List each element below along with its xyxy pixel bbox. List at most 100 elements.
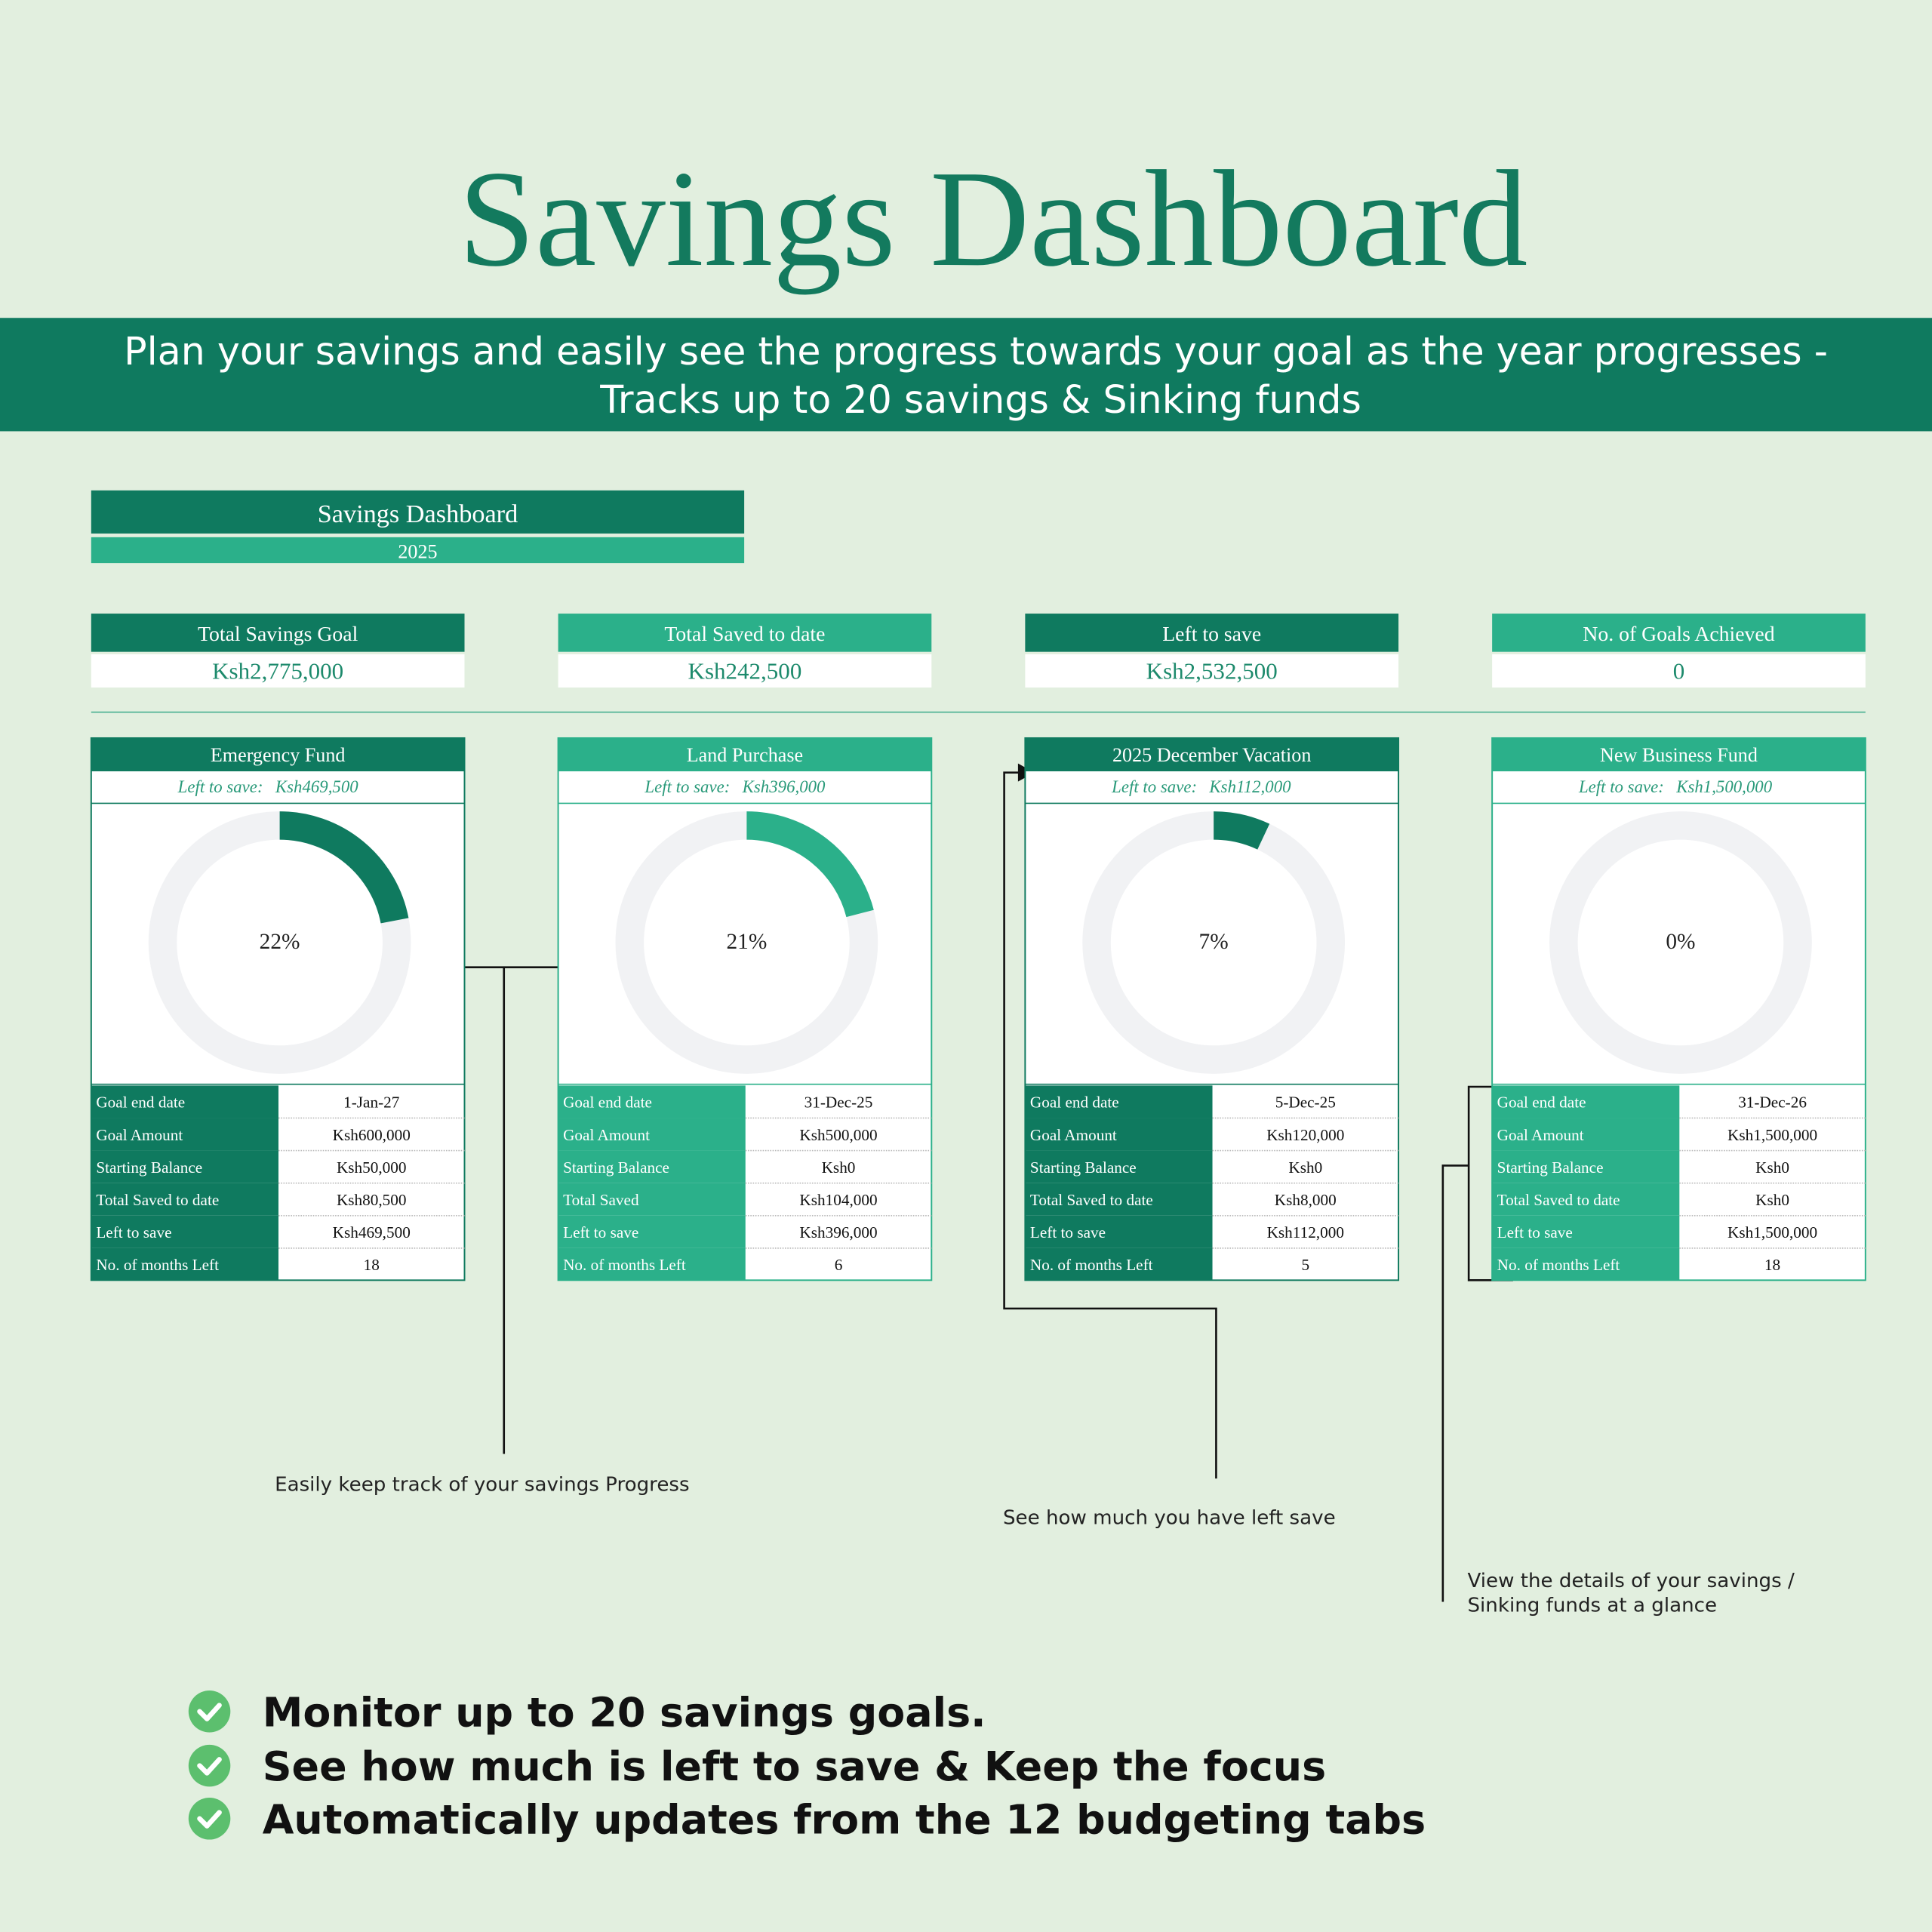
donut-arc bbox=[746, 811, 874, 918]
row-label-cell bbox=[1025, 1150, 1213, 1183]
row-value: Ksh500,000 bbox=[799, 1126, 877, 1144]
dashboard-title: Savings Dashboard bbox=[318, 500, 518, 528]
row-value: Ksh104,000 bbox=[799, 1191, 877, 1209]
row-label: Goal end date bbox=[1497, 1094, 1586, 1112]
row-label: Left to save bbox=[1497, 1223, 1573, 1241]
row-label: Left to save bbox=[563, 1223, 638, 1241]
row-label: Goal end date bbox=[96, 1094, 185, 1112]
row-label: Starting Balance bbox=[1497, 1158, 1604, 1177]
goal-name: Emergency Fund bbox=[211, 744, 346, 766]
check-icon bbox=[188, 1744, 231, 1787]
kpi-value: Ksh2,775,000 bbox=[212, 658, 343, 685]
kpi-label: Left to save bbox=[1162, 623, 1261, 646]
kpi-label: Total Saved to date bbox=[664, 623, 825, 646]
dashboard-header bbox=[91, 490, 745, 534]
left-value: Ksh1,500,000 bbox=[1675, 777, 1773, 796]
row-label: Left to save bbox=[96, 1223, 171, 1241]
annotation: Easily keep track of your savings Progre… bbox=[275, 1474, 690, 1497]
left-label: Left to save: bbox=[644, 777, 730, 796]
row-value: Ksh600,000 bbox=[333, 1126, 411, 1144]
check-mark bbox=[197, 1810, 222, 1829]
kpi-label: No. of Goals Achieved bbox=[1583, 623, 1774, 646]
row-label-cell bbox=[91, 1085, 278, 1118]
donut-arc bbox=[279, 811, 409, 924]
row-label: No. of months Left bbox=[1497, 1256, 1620, 1274]
row-label-cell bbox=[1492, 1215, 1680, 1248]
banner bbox=[0, 318, 1932, 432]
row-value: Ksh8,000 bbox=[1275, 1191, 1337, 1209]
kpi-label: Total Savings Goal bbox=[198, 623, 358, 646]
goal-header bbox=[558, 737, 932, 772]
page-title: Savings Dashboard bbox=[458, 142, 1527, 295]
connector bbox=[1003, 771, 1217, 1479]
row-label: Goal Amount bbox=[96, 1126, 183, 1144]
row-label-cell bbox=[1025, 1118, 1213, 1151]
progress-label: 0% bbox=[1666, 930, 1695, 954]
goal-header bbox=[1025, 737, 1399, 772]
row-label-cell bbox=[91, 1247, 278, 1281]
left-label: Left to save: bbox=[177, 777, 263, 796]
goal-name: 2025 December Vacation bbox=[1112, 744, 1311, 766]
row-value: Ksh1,500,000 bbox=[1727, 1126, 1817, 1144]
left-label: Left to save: bbox=[1111, 777, 1197, 796]
row-label-cell bbox=[558, 1183, 746, 1216]
row-label-cell bbox=[91, 1150, 278, 1183]
banner-line: Tracks up to 20 savings & Sinking funds bbox=[599, 377, 1361, 422]
goal-name: Land Purchase bbox=[687, 744, 803, 766]
row-label: Goal Amount bbox=[1030, 1126, 1117, 1144]
progress-label: 22% bbox=[260, 930, 300, 954]
row-value: Ksh0 bbox=[822, 1158, 856, 1177]
year-bar bbox=[91, 537, 745, 564]
row-label: Goal Amount bbox=[1497, 1126, 1584, 1144]
row-label-cell bbox=[1025, 1247, 1213, 1281]
left-value: Ksh469,500 bbox=[275, 777, 358, 796]
goal-header bbox=[91, 737, 465, 772]
row-value: Ksh80,500 bbox=[337, 1191, 407, 1209]
row-label: No. of months Left bbox=[1030, 1256, 1153, 1274]
connector bbox=[1467, 1085, 1513, 1281]
kpi-value-box bbox=[558, 654, 932, 688]
check-icon bbox=[188, 1798, 231, 1840]
row-value: Ksh0 bbox=[1755, 1158, 1789, 1177]
kpi-header bbox=[91, 614, 465, 652]
annotation: See how much you have left save bbox=[1003, 1507, 1336, 1530]
kpi-value-box bbox=[91, 654, 465, 688]
row-label-cell bbox=[558, 1085, 746, 1118]
row-value: 18 bbox=[364, 1256, 380, 1274]
row-value: 5 bbox=[1301, 1256, 1309, 1274]
row-value: Ksh0 bbox=[1755, 1191, 1789, 1209]
kpi-header bbox=[1492, 614, 1866, 652]
row-label: No. of months Left bbox=[96, 1256, 219, 1274]
annotation: View the details of your savings / bbox=[1467, 1570, 1794, 1592]
row-label: Total Saved bbox=[563, 1191, 639, 1209]
row-label-cell bbox=[558, 1150, 746, 1183]
row-label-cell bbox=[1025, 1085, 1213, 1118]
row-value: 1-Jan-27 bbox=[343, 1094, 399, 1112]
check-icon bbox=[188, 1690, 231, 1733]
goal-header bbox=[1492, 737, 1866, 772]
donut-track bbox=[1549, 811, 1812, 1074]
kpi-header bbox=[1025, 614, 1399, 652]
check-mark bbox=[197, 1757, 222, 1776]
kpi-value: Ksh242,500 bbox=[688, 658, 802, 685]
row-label: Left to save bbox=[1030, 1223, 1106, 1241]
row-value: 31-Dec-25 bbox=[804, 1094, 873, 1112]
row-value: 31-Dec-26 bbox=[1738, 1094, 1807, 1112]
row-value: Ksh112,000 bbox=[1267, 1223, 1344, 1241]
row-label: Starting Balance bbox=[96, 1158, 202, 1177]
row-label-cell bbox=[558, 1118, 746, 1151]
row-label-cell bbox=[1492, 1247, 1680, 1281]
row-value: Ksh0 bbox=[1288, 1158, 1322, 1177]
donut-arc bbox=[1213, 811, 1270, 850]
dashboard-year: 2025 bbox=[398, 541, 437, 563]
row-label: Goal Amount bbox=[563, 1126, 650, 1144]
progress-label: 7% bbox=[1199, 930, 1229, 954]
row-label-cell bbox=[1025, 1215, 1213, 1248]
kpi-value-box bbox=[1025, 654, 1399, 688]
row-label: Total Saved to date bbox=[1497, 1191, 1620, 1209]
row-label-cell bbox=[1492, 1150, 1680, 1183]
row-label-cell bbox=[91, 1183, 278, 1216]
row-value: Ksh120,000 bbox=[1266, 1126, 1344, 1144]
kpi-header bbox=[558, 614, 932, 652]
row-label: Starting Balance bbox=[563, 1158, 669, 1177]
